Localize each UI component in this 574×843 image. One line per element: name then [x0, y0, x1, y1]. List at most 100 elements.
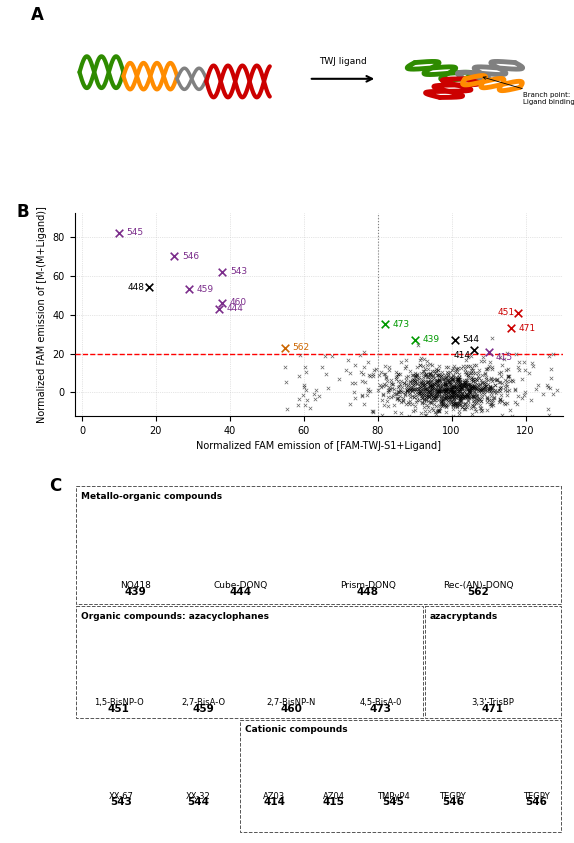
Point: [467, 362, 476, 375]
Point: [444, 375, 453, 389]
Point: [454, 377, 463, 390]
Point: [445, 383, 454, 396]
Point: [482, 390, 491, 404]
Point: [504, 369, 513, 383]
Point: [412, 381, 421, 395]
Point: [437, 395, 446, 408]
Point: [450, 384, 459, 398]
Point: [170, 250, 179, 263]
Point: [345, 397, 354, 411]
Point: [469, 389, 478, 403]
Point: [468, 395, 478, 408]
Point: [432, 378, 441, 391]
Point: [359, 397, 369, 411]
Point: [466, 379, 475, 393]
Point: [426, 374, 436, 388]
Point: [488, 393, 497, 406]
Point: [410, 399, 420, 412]
Point: [441, 371, 451, 384]
Point: [463, 387, 472, 400]
Point: [377, 380, 386, 394]
Text: 1,5-BisNP-O: 1,5-BisNP-O: [94, 698, 144, 707]
Point: [460, 377, 470, 390]
Point: [453, 384, 462, 398]
Point: [496, 375, 505, 389]
Point: [459, 379, 468, 393]
Point: [495, 382, 505, 395]
Point: [482, 379, 491, 393]
Point: [414, 386, 424, 400]
Point: [416, 389, 425, 403]
Point: [447, 395, 456, 408]
Point: [471, 383, 480, 396]
Point: [454, 370, 463, 384]
Point: [421, 368, 430, 382]
Point: [405, 386, 414, 400]
Point: [416, 352, 425, 365]
Point: [301, 383, 311, 396]
Text: 4,5-BisA-0: 4,5-BisA-0: [359, 698, 402, 707]
Point: [520, 385, 529, 399]
Point: [427, 389, 436, 402]
Point: [459, 391, 468, 405]
Point: [471, 372, 480, 385]
Text: NQ418: NQ418: [121, 581, 152, 590]
Point: [430, 366, 440, 379]
Point: [453, 373, 462, 386]
Point: [460, 379, 469, 393]
Point: [426, 395, 436, 409]
Point: [461, 373, 470, 387]
Point: [419, 374, 428, 388]
Point: [281, 360, 290, 373]
Point: [144, 281, 153, 294]
Point: [488, 396, 497, 410]
Point: [500, 396, 509, 410]
Point: [468, 390, 477, 404]
Point: [497, 377, 506, 390]
Point: [430, 405, 439, 419]
Point: [464, 378, 473, 391]
Point: [403, 378, 412, 391]
Point: [443, 388, 452, 401]
Point: [436, 373, 445, 386]
Point: [429, 372, 438, 385]
Point: [475, 399, 484, 412]
Point: [496, 380, 505, 394]
Point: [479, 385, 488, 399]
Point: [422, 381, 431, 395]
Point: [480, 375, 489, 389]
Point: [399, 376, 408, 389]
Point: [475, 382, 484, 395]
Point: [570, 389, 574, 402]
Point: [467, 389, 476, 402]
Point: [472, 396, 481, 410]
Point: [346, 366, 355, 379]
Point: [452, 374, 461, 388]
Point: [432, 386, 441, 400]
Point: [449, 380, 458, 394]
Point: [486, 400, 495, 413]
Point: [440, 384, 449, 398]
Point: [467, 379, 476, 393]
Point: [452, 399, 461, 412]
Point: [434, 373, 443, 387]
Point: [420, 396, 429, 410]
Point: [445, 387, 455, 400]
Point: [453, 366, 462, 379]
Text: 448: 448: [357, 587, 379, 597]
Point: [440, 377, 449, 390]
Point: [449, 370, 458, 384]
Point: [488, 384, 498, 397]
Point: [409, 419, 418, 432]
Point: [435, 404, 444, 417]
Point: [426, 375, 435, 389]
Point: [448, 395, 457, 409]
Bar: [76, 606, 423, 718]
Point: [472, 381, 481, 395]
Text: TWJ ligand: TWJ ligand: [319, 56, 367, 66]
Point: [513, 360, 522, 373]
Point: [358, 374, 367, 388]
Point: [369, 368, 378, 381]
Point: [444, 389, 453, 403]
Point: [392, 387, 401, 400]
